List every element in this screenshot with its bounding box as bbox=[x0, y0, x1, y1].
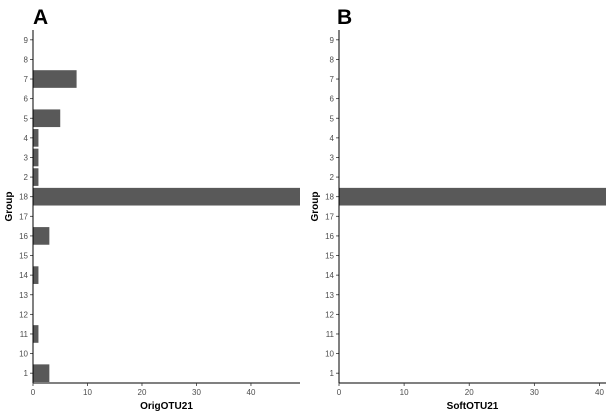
x-tick-label: 20 bbox=[138, 388, 147, 397]
x-tick-label: 30 bbox=[530, 388, 539, 397]
y-tick-label: 16 bbox=[19, 232, 28, 241]
bar-group-16 bbox=[33, 227, 50, 245]
x-axis-title: SoftOTU21 bbox=[447, 401, 499, 412]
bar-group-14 bbox=[33, 266, 39, 284]
y-tick-label: 18 bbox=[325, 193, 334, 202]
y-tick-label: 2 bbox=[24, 173, 29, 182]
x-axis-title: OrigOTU21 bbox=[140, 401, 193, 412]
y-axis-title: Group bbox=[4, 192, 15, 222]
x-tick-label: 20 bbox=[465, 388, 474, 397]
y-tick-label: 5 bbox=[24, 114, 29, 123]
y-tick-label: 11 bbox=[20, 330, 29, 339]
y-tick-label: 4 bbox=[330, 134, 335, 143]
x-tick-label: 0 bbox=[31, 388, 36, 397]
y-tick-label: 1 bbox=[24, 369, 29, 378]
bar-group-2 bbox=[33, 168, 39, 186]
x-tick-label: 30 bbox=[192, 388, 201, 397]
x-tick-label: 40 bbox=[247, 388, 256, 397]
y-tick-label: 13 bbox=[19, 291, 28, 300]
y-tick-label: 17 bbox=[19, 212, 28, 221]
bar-group-7 bbox=[33, 70, 77, 88]
y-tick-label: 3 bbox=[24, 153, 29, 162]
y-tick-label: 4 bbox=[24, 134, 29, 143]
y-tick-label: 8 bbox=[24, 55, 29, 64]
y-tick-label: 15 bbox=[19, 252, 28, 261]
bar-group-5 bbox=[33, 109, 61, 128]
y-tick-label: 18 bbox=[19, 193, 28, 202]
y-tick-label: 2 bbox=[330, 173, 335, 182]
y-tick-label: 13 bbox=[325, 291, 334, 300]
y-tick-label: 16 bbox=[325, 232, 334, 241]
y-tick-label: 8 bbox=[330, 55, 335, 64]
y-tick-label: 12 bbox=[19, 310, 28, 319]
x-tick-label: 40 bbox=[595, 388, 604, 397]
y-tick-label: 6 bbox=[330, 95, 335, 104]
bar-group-18 bbox=[339, 187, 606, 206]
panel-label: A bbox=[33, 6, 48, 29]
y-tick-label: 11 bbox=[326, 330, 335, 339]
x-tick-label: 0 bbox=[337, 388, 342, 397]
y-tick-label: 9 bbox=[330, 36, 335, 45]
y-tick-label: 7 bbox=[24, 75, 29, 84]
y-tick-label: 10 bbox=[19, 350, 28, 359]
bar-group-18 bbox=[33, 187, 300, 206]
y-tick-label: 10 bbox=[325, 350, 334, 359]
y-tick-label: 6 bbox=[24, 95, 29, 104]
bar-group-11 bbox=[33, 325, 39, 343]
x-tick-label: 10 bbox=[400, 388, 409, 397]
y-tick-label: 15 bbox=[325, 252, 334, 261]
y-axis-title: Group bbox=[310, 192, 321, 222]
y-tick-label: 17 bbox=[325, 212, 334, 221]
x-tick-label: 10 bbox=[83, 388, 92, 397]
bar-group-3 bbox=[33, 148, 39, 167]
y-tick-label: 3 bbox=[330, 153, 335, 162]
y-tick-label: 5 bbox=[330, 114, 335, 123]
y-tick-label: 14 bbox=[325, 271, 334, 280]
y-tick-label: 1 bbox=[330, 369, 335, 378]
panel-label: B bbox=[337, 6, 352, 29]
bar-group-1 bbox=[33, 364, 50, 383]
y-tick-label: 9 bbox=[24, 36, 29, 45]
y-tick-label: 12 bbox=[325, 310, 334, 319]
y-tick-label: 7 bbox=[330, 75, 335, 84]
bar-group-4 bbox=[33, 129, 39, 147]
y-tick-label: 14 bbox=[19, 271, 28, 280]
